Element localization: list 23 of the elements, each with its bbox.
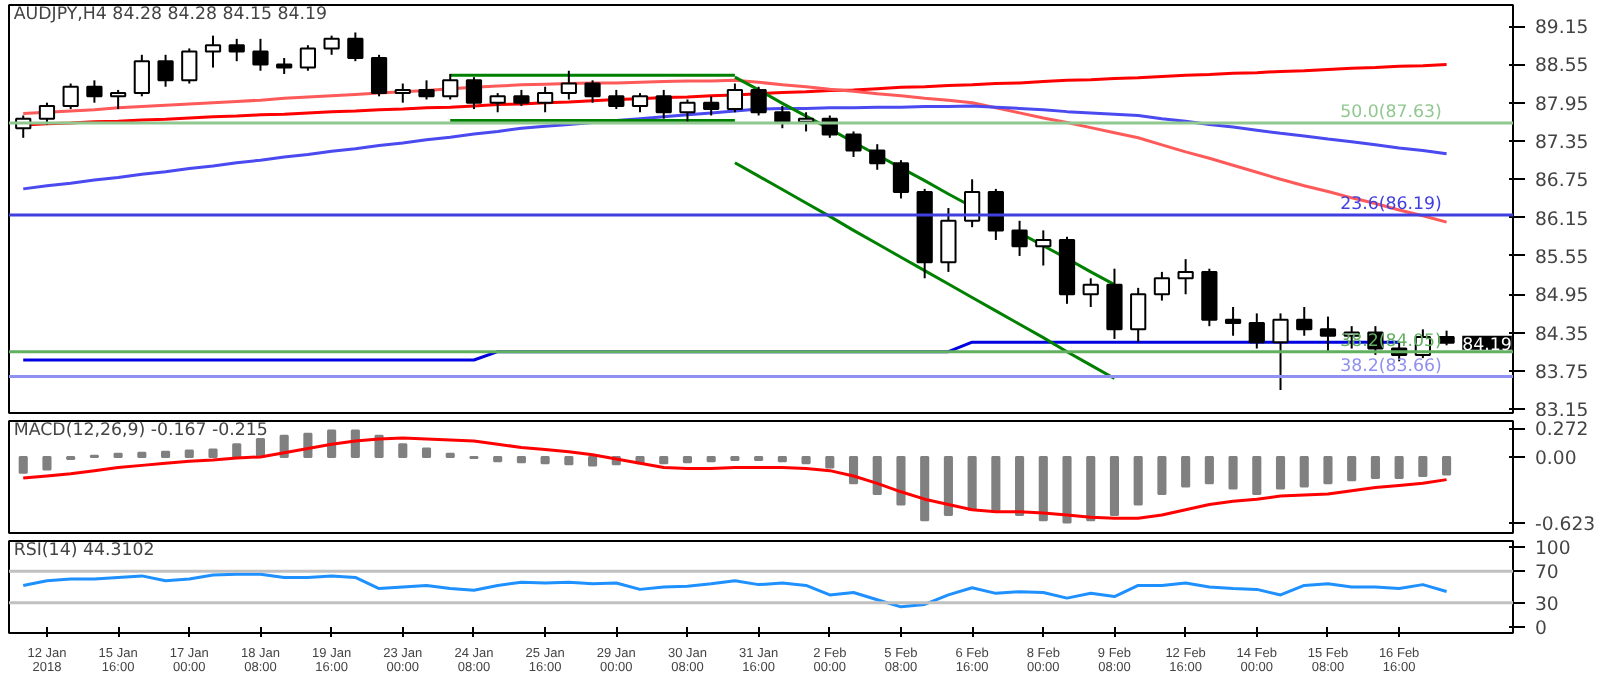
y-tick-label: 87.95 — [1535, 93, 1589, 116]
y-tick-label: 30 — [1535, 593, 1559, 616]
y-tick-label: 86.75 — [1535, 170, 1589, 193]
y-tick-label: 89.15 — [1535, 17, 1589, 40]
y-tick-label: 100 — [1535, 538, 1571, 561]
y-tick-label: 84.95 — [1535, 285, 1589, 308]
y-tick-label: 85.55 — [1535, 246, 1589, 269]
y-tick-label: 0 — [1535, 617, 1547, 640]
ref-line-label: 38.2(83.66) — [1340, 356, 1442, 377]
ref-line-label: 50.0(87.63) — [1340, 103, 1442, 124]
y-tick-label: 88.55 — [1535, 55, 1589, 78]
chart-title: AUDJPY,H4 84.28 84.28 84.15 84.19 — [13, 5, 328, 25]
chart-title: MACD(12,26,9) -0.167 -0.215 — [13, 421, 268, 441]
y-tick-label: 0.272 — [1535, 419, 1589, 442]
y-tick-label: 84.35 — [1535, 323, 1589, 346]
y-tick-label: 87.35 — [1535, 132, 1589, 154]
y-tick-label: -0.623 — [1535, 513, 1596, 536]
y-tick-label: 83.75 — [1535, 361, 1589, 384]
y-tick-label: 86.15 — [1535, 208, 1589, 231]
y-tick-label: 70 — [1535, 562, 1559, 585]
y-tick-label: 83.15 — [1535, 400, 1589, 423]
y-tick-label: 0.00 — [1535, 447, 1577, 470]
chart-title: RSI(14) 44.3102 — [13, 541, 155, 561]
